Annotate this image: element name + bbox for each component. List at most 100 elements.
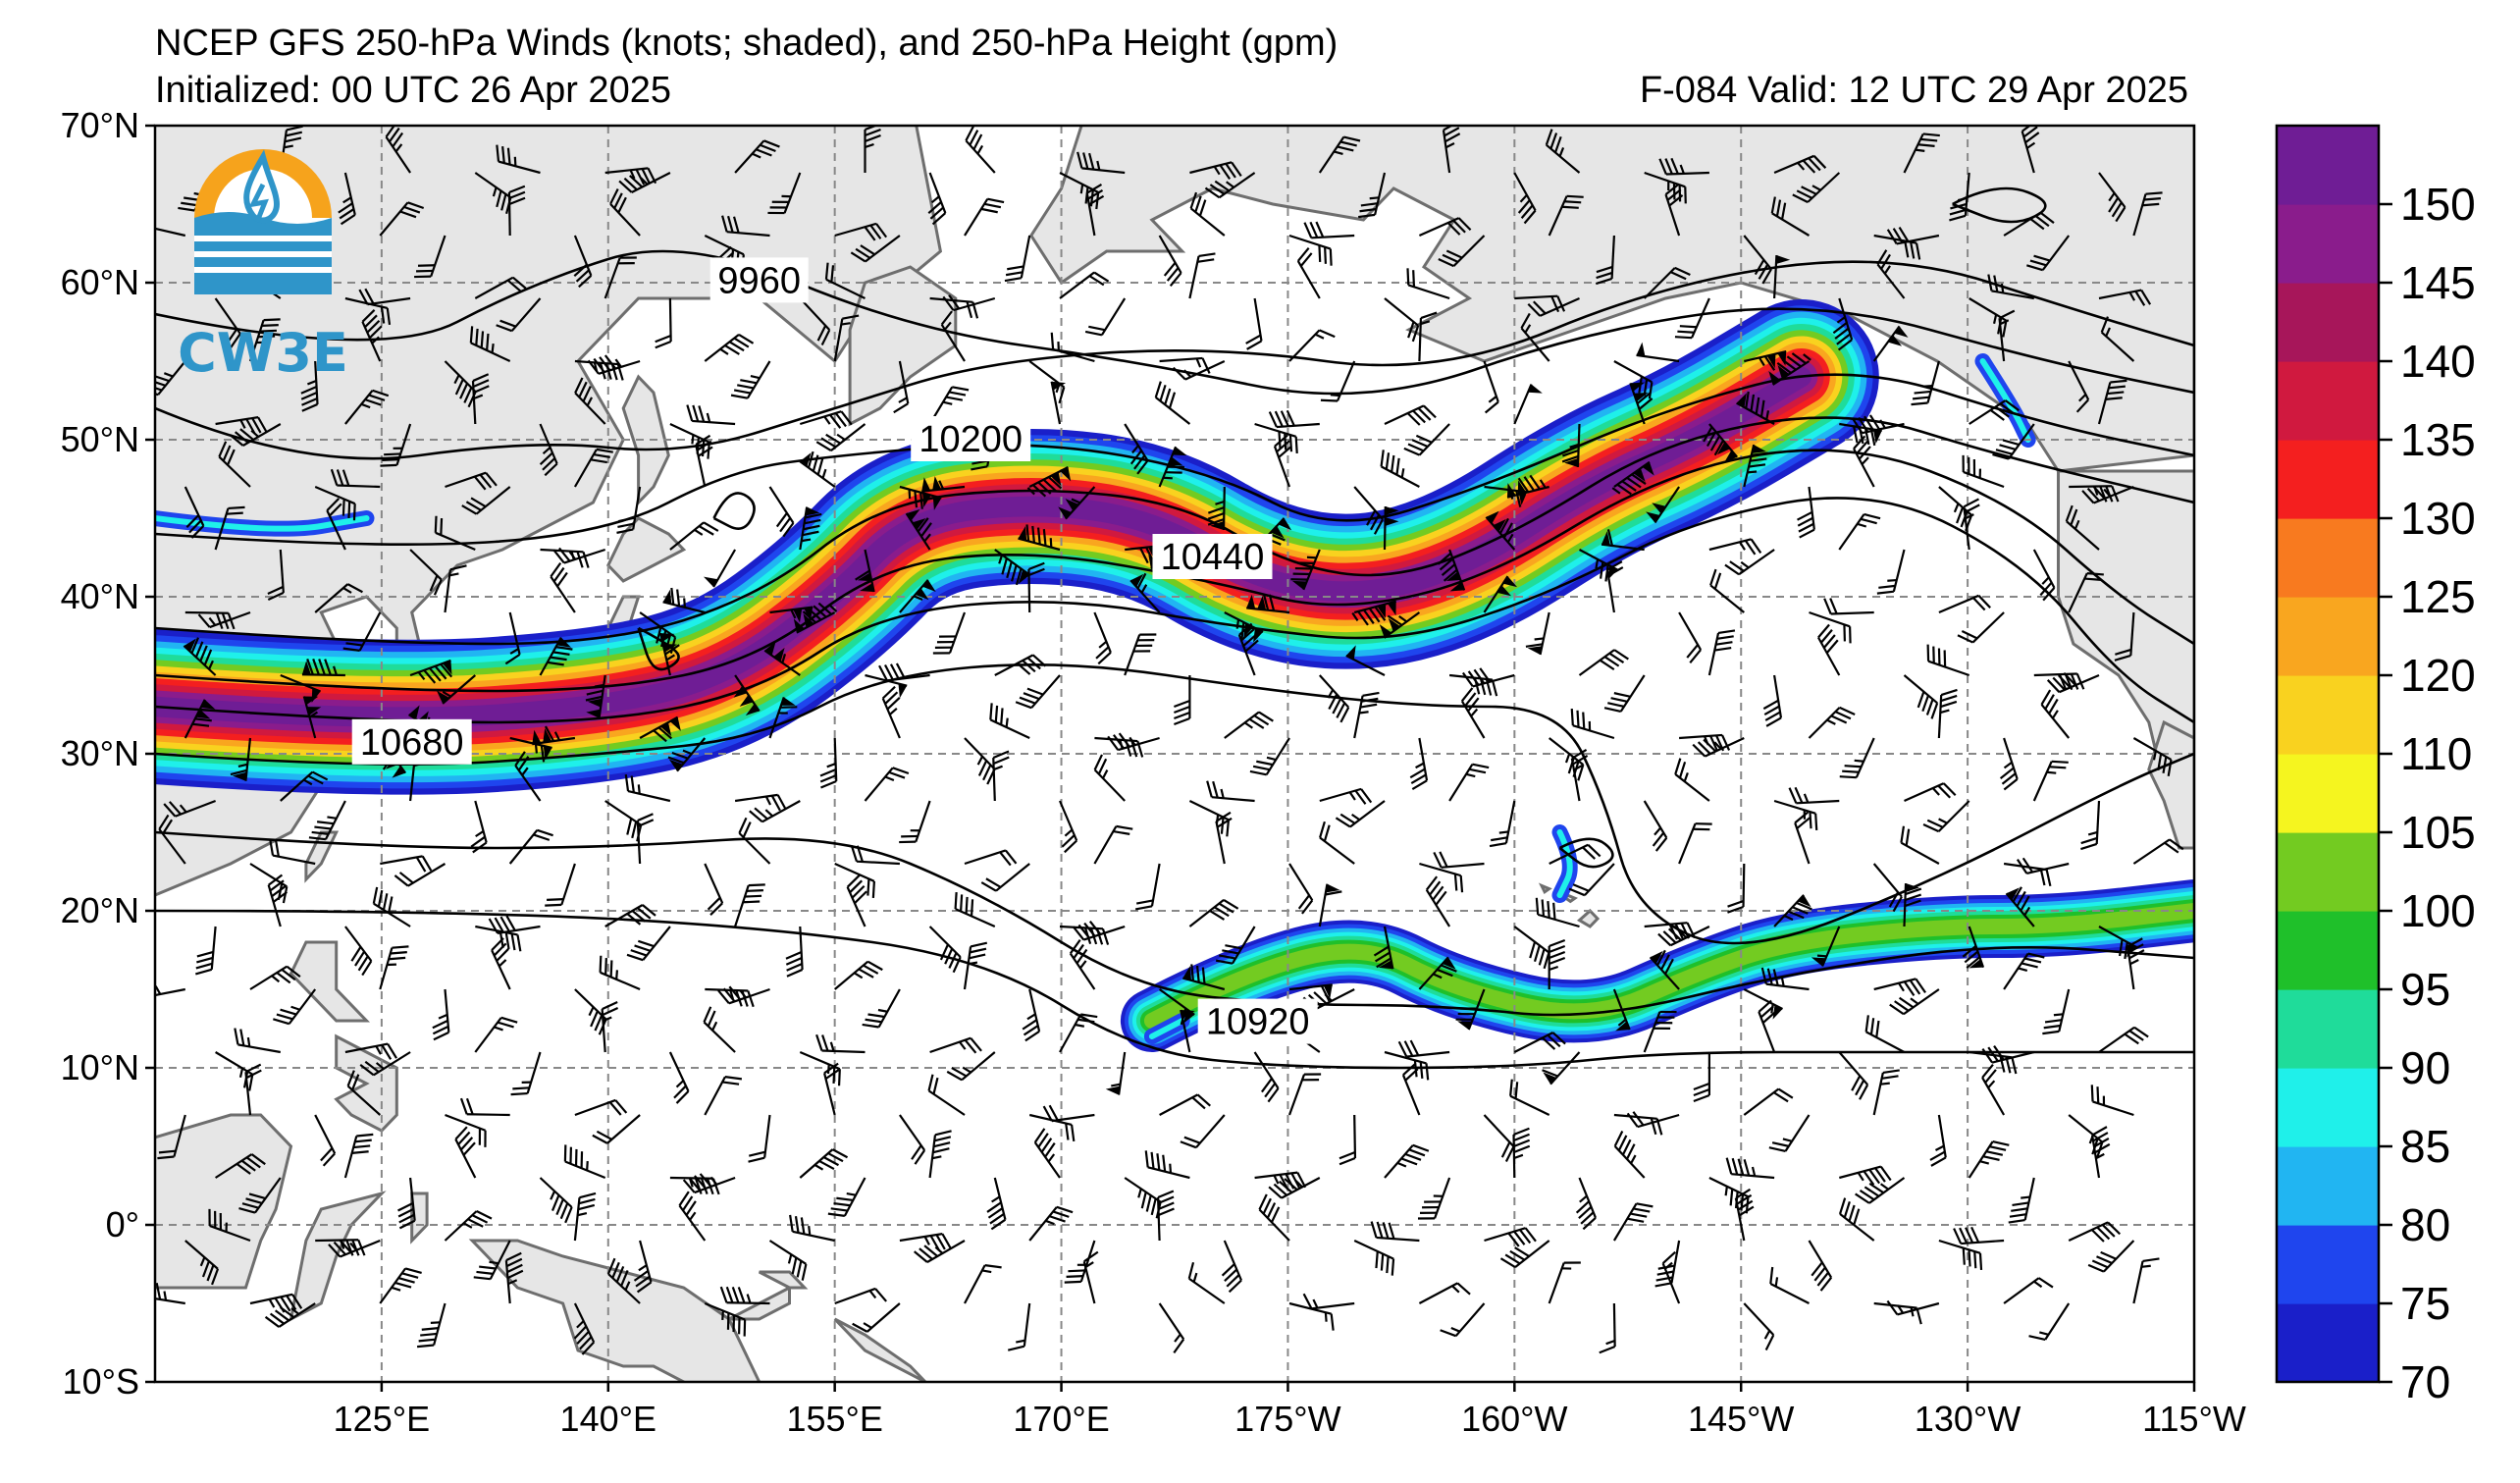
wind-barb xyxy=(474,1016,518,1053)
wind-barb xyxy=(308,800,346,841)
wind-barb xyxy=(1050,332,1095,363)
wind-barb xyxy=(618,172,671,193)
wind-barb xyxy=(1548,938,1566,989)
wind-barb xyxy=(1839,737,1875,779)
wind-barb xyxy=(1397,1039,1450,1058)
wind-barb xyxy=(550,561,576,613)
wind-barb xyxy=(965,126,996,174)
wind-barb xyxy=(552,547,606,564)
wind-barb xyxy=(344,1042,397,1060)
wind-barb xyxy=(850,845,900,866)
lon-tick-label: 175°W xyxy=(1234,1399,1340,1439)
jet-band xyxy=(1148,1018,1185,1039)
wind-barb xyxy=(1059,271,1110,299)
wind-barb xyxy=(1992,423,2035,460)
wind-barb xyxy=(2100,316,2135,362)
wind-barb xyxy=(1318,883,1342,927)
colorbar-label: 120 xyxy=(2400,650,2476,701)
wind-barb xyxy=(980,863,1030,892)
wind-barb xyxy=(1129,572,1161,613)
wind-barb xyxy=(1254,422,1298,453)
new-guinea xyxy=(468,1239,761,1382)
wind-barb xyxy=(768,486,795,538)
colorbar-label: 95 xyxy=(2400,964,2450,1015)
wind-barb xyxy=(214,505,245,551)
kamchatka xyxy=(848,265,958,427)
wind-barb xyxy=(1664,183,1684,237)
wind-barb xyxy=(2008,1177,2035,1224)
wind-barb xyxy=(1743,235,1772,285)
wind-barb xyxy=(1657,925,1710,947)
wind-barb xyxy=(2028,1302,2071,1341)
wind-barb xyxy=(1873,1301,1922,1325)
height-contour-line xyxy=(155,663,2194,945)
wind-barb xyxy=(1542,1051,1581,1086)
colorbar-label: 70 xyxy=(2400,1356,2450,1407)
wind-barb xyxy=(414,235,446,279)
colorbar-label: 125 xyxy=(2400,571,2476,622)
wind-barb xyxy=(155,1282,185,1305)
wind-barb xyxy=(1743,1302,1775,1351)
colorbar-segment xyxy=(2277,675,2379,755)
wind-barb xyxy=(1158,235,1182,288)
wind-barb xyxy=(1237,622,1259,676)
colorbar-label: 145 xyxy=(2400,257,2476,308)
wind-barb xyxy=(1134,863,1161,911)
wind-barb xyxy=(662,587,706,614)
height-contour-line xyxy=(155,249,2194,396)
wind-barb xyxy=(496,144,541,175)
wind-barb xyxy=(1736,391,1775,425)
wind-barb xyxy=(1296,246,1321,299)
wind-barb xyxy=(1207,486,1226,531)
wind-barb xyxy=(1678,611,1703,664)
wind-barb xyxy=(1409,737,1429,790)
wind-barb xyxy=(2068,360,2090,413)
wind-barb xyxy=(1727,863,1746,914)
wind-barb xyxy=(2032,549,2056,602)
wind-barb xyxy=(1855,1177,1906,1204)
wind-barb xyxy=(183,637,217,676)
wind-barb xyxy=(799,297,831,345)
wind-barb xyxy=(667,737,707,772)
wind-barb xyxy=(230,737,252,781)
wind-barb xyxy=(1773,255,1791,299)
wind-barb xyxy=(1288,234,1333,266)
wind-barb xyxy=(397,1177,416,1230)
wind-barb xyxy=(1484,1227,1537,1247)
wind-barb xyxy=(834,862,875,899)
wind-barb xyxy=(833,314,860,362)
wind-barb xyxy=(379,945,409,990)
wind-barb xyxy=(1926,644,1970,677)
wind-barb xyxy=(927,172,947,226)
wind-barb xyxy=(1744,350,1787,371)
wind-barb xyxy=(1058,800,1078,854)
wind-barb xyxy=(1318,674,1350,723)
wind-barb xyxy=(1513,926,1550,970)
wind-barb xyxy=(514,751,542,802)
wind-barb xyxy=(361,309,383,362)
wind-barb xyxy=(459,1097,510,1117)
wind-barb xyxy=(314,583,363,613)
wind-barb xyxy=(1568,863,1615,897)
wind-barb xyxy=(267,549,285,601)
wind-barb xyxy=(545,863,576,907)
lat-tick-label: 60°N xyxy=(61,262,139,302)
wind-barb xyxy=(878,662,930,682)
wind-barb xyxy=(1725,1157,1775,1180)
wind-barb xyxy=(1643,1010,1677,1053)
wind-barb xyxy=(1962,454,2005,489)
wind-barb xyxy=(964,197,1005,237)
wind-barb xyxy=(1808,1240,1833,1292)
contour-label: 10200 xyxy=(919,419,1023,460)
wind-barb xyxy=(300,360,319,412)
contour-label: 9960 xyxy=(717,260,801,301)
jet-band xyxy=(1556,829,1573,898)
wind-barb xyxy=(1692,737,1745,758)
wind-barb xyxy=(244,1063,262,1116)
wind-barb xyxy=(2026,235,2071,272)
wind-barb xyxy=(434,515,476,552)
wind-barb xyxy=(1339,1114,1357,1166)
map-title: NCEP GFS 250-hPa Winds (knots; shaded), … xyxy=(155,23,1339,64)
wind-barb xyxy=(1872,325,1909,362)
wind-barb xyxy=(1709,568,1745,613)
